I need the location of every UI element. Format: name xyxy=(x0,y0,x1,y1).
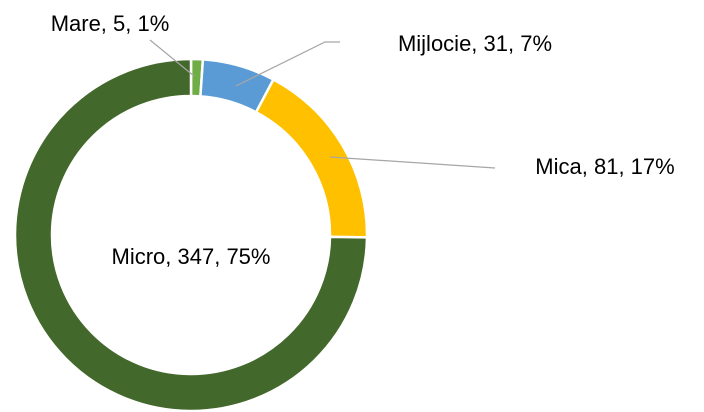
data-labels: Mare, 5, 1% Mijlocie, 31, 7% Mica, 81, 17%… xyxy=(51,11,675,269)
donut xyxy=(13,57,369,412)
leader-line xyxy=(329,156,496,169)
data-label: Mica, 81, 17% xyxy=(535,154,674,179)
leader-line xyxy=(235,41,340,87)
data-label: Mare, 5, 1% xyxy=(51,11,170,36)
leader-lines xyxy=(149,39,496,169)
leader-line xyxy=(149,39,195,77)
slice xyxy=(13,57,369,412)
data-label: Mijlocie, 31, 7% xyxy=(398,31,552,56)
data-label: Micro, 347, 75% xyxy=(112,244,271,269)
